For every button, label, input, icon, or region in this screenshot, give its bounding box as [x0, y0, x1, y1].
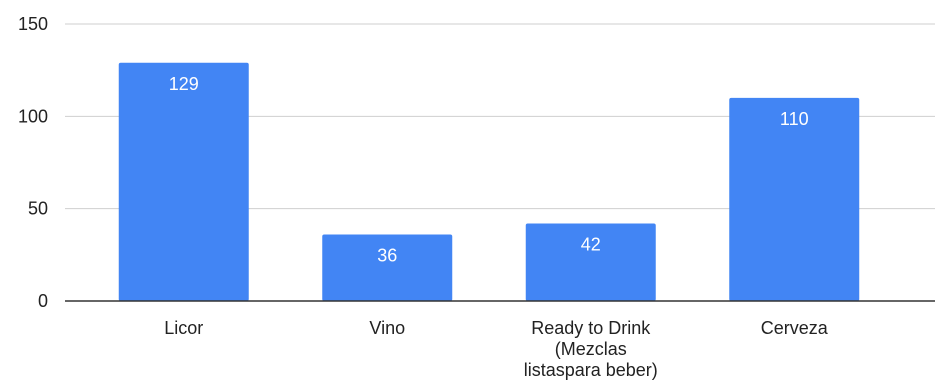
y-tick-label-50: 50 [28, 199, 48, 219]
x-tick-label-line: Licor [164, 318, 203, 338]
x-tick-label-line: Cerveza [761, 318, 829, 338]
bar-4 [729, 97, 860, 301]
data-label-1: 129 [169, 74, 199, 94]
x-axis-category-labels: Licor Vino Ready to Drink (Mezclas listaspar… [164, 318, 829, 380]
bars: 129 36 42 110 [118, 62, 860, 301]
x-tick-label-1: Licor [164, 318, 203, 338]
x-tick-label-line: listaspara beber) [524, 360, 658, 380]
x-tick-label-3: Ready to Drink (Mezclas listaspara beber) [524, 318, 658, 380]
x-tick-label-line: (Mezclas [555, 339, 627, 359]
y-tick-label-0: 0 [38, 291, 48, 311]
bar-2 [322, 234, 453, 301]
bar-3 [525, 223, 656, 301]
y-tick-label-100: 100 [18, 106, 48, 126]
x-tick-label-line: Vino [369, 318, 405, 338]
x-tick-label-line: Ready to Drink [531, 318, 651, 338]
x-tick-label-4: Cerveza [761, 318, 829, 338]
data-label-3: 42 [581, 234, 601, 254]
y-axis-tick-labels: 0 50 100 150 [18, 14, 48, 311]
data-label-2: 36 [377, 246, 397, 266]
data-label-4: 110 [780, 109, 809, 129]
y-tick-label-150: 150 [18, 14, 48, 34]
bar-1 [118, 62, 249, 301]
x-tick-label-2: Vino [369, 318, 405, 338]
